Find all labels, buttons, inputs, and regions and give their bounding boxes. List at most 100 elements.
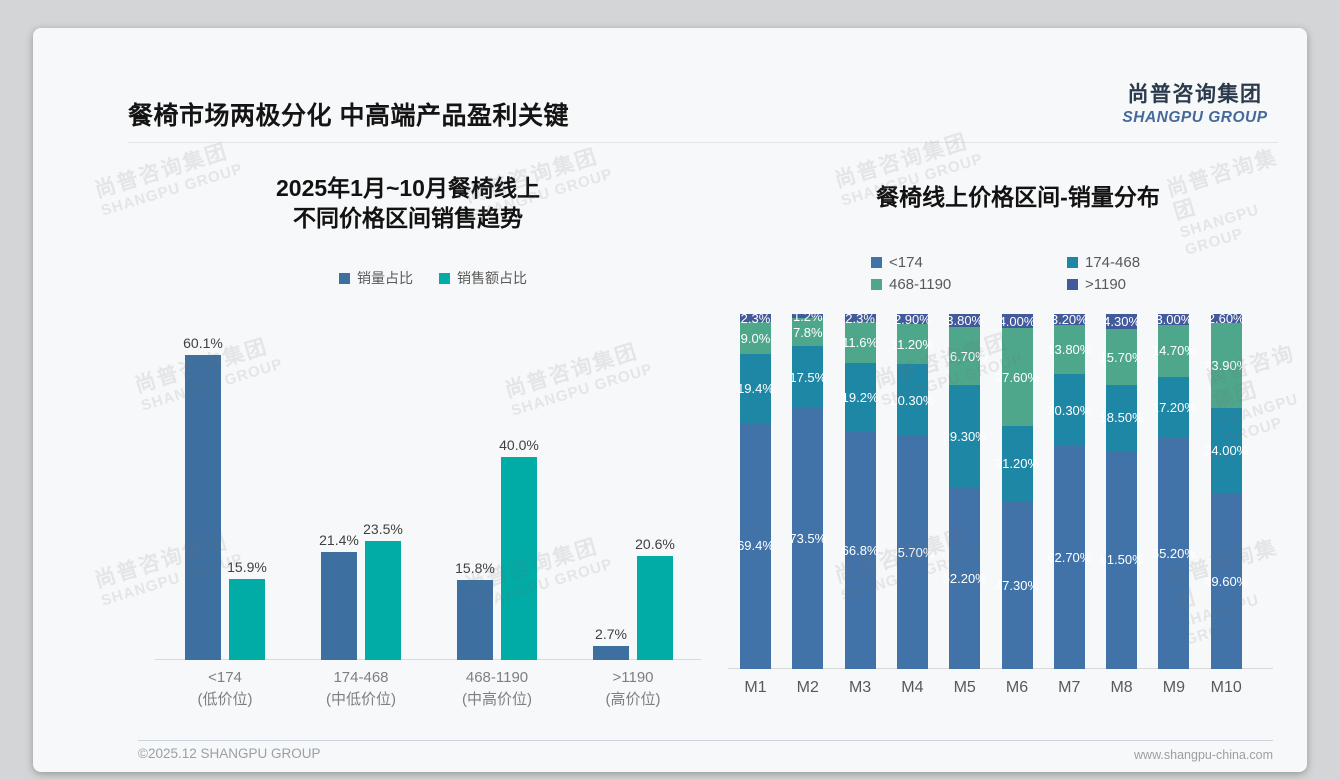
segment-<174-M10: 49.60% [1204,493,1248,669]
legend-item-<174: <174 [871,254,1067,271]
x-label-M5: M5 [953,679,976,696]
segment->1190-M1: 2.3% [740,311,771,326]
segment-174-468-M1: 19.4% [737,354,774,423]
x-label-M2: M2 [796,679,819,696]
x-label-174-468: 174-468 (中低价位) [296,667,426,711]
segment-468-1190-M9: 14.70% [1152,324,1196,377]
bar-销售额占比-468-1190 [501,457,537,660]
segment-value-<174-M4: 65.70% [890,545,935,560]
x-label-M8: M8 [1110,679,1133,696]
x-label-line: (中低价位) [326,690,396,708]
bar-value-销售额占比-468-1190: 40.0% [499,437,539,454]
segment-value-<174-M5: 52.20% [942,570,987,586]
segment-value-<174-M6: 47.30% [994,577,1040,593]
stacked-bar-M2: 73.5% 17.5% 7.8% 1.2% [789,309,827,669]
segment->1190-M4: 2.90% [893,311,931,327]
footer-website: www.shangpu-china.com [1134,748,1273,762]
bar-销量占比-<174 [185,355,221,660]
segment-value-468-1190-M5: 16.70% [942,348,987,364]
bar-value-销量占比-468-1190: 15.8% [455,559,495,576]
segment-174-468-M4: 20.30% [890,364,934,436]
x-label-line: 174-468 [333,669,389,686]
segment-<174-M9: 65.20% [1152,437,1196,669]
left-chart-plot: 60.1% 15.9% <174 (低价位) 21.4% 23.5% 174-468 (中低价… [155,335,701,708]
segment-<174-M7: 62.70% [1047,446,1091,669]
segment-value-<174-M1: 69.4% [737,538,774,554]
segment-174-468-M6: 21.20% [995,426,1039,502]
segment-174-468-M10: 24.00% [1204,408,1248,494]
bar-销售额占比->1190 [637,555,673,660]
segment-value-174-468-M3: 19.2% [841,390,879,406]
x-label-468-1190: 468-1190 (中高价位) [432,667,562,711]
segment-<174-M8: 61.50% [1100,450,1144,669]
legend-swatch-468-1190 [871,279,882,290]
bar-value-销售额占比-<174: 15.9% [227,559,267,576]
segment-468-1190-M2: 7.8% [792,318,824,346]
segment-value->1190-M8: 4.30% [1103,314,1141,330]
segment-value-174-468-M6: 21.20% [994,456,1040,472]
segment-<174-M3: 66.8% [842,431,879,669]
segment-value->1190-M10: 2.60% [1207,311,1245,327]
x-label-M10: M10 [1210,679,1242,696]
segment-468-1190-M6: 27.60% [995,328,1039,427]
segment-value-174-468-M9: 17.20% [1151,399,1196,415]
segment-468-1190-M4: 11.20% [891,324,934,365]
stacked-bar-M4: 65.70% 20.30% 11.20% 2.90% [890,311,934,669]
legend-item->1190: >1190 [1067,276,1140,293]
right-chart-title: 餐椅线上价格区间-销量分布 [876,184,1160,210]
legend-label-销量占比: 销量占比 [357,270,413,286]
x-label-M4: M4 [901,679,924,696]
segment-value->1190-M4: 2.90% [893,311,931,327]
legend-swatch-销售额占比 [439,272,450,284]
left-chart-title-line1: 2025年1月~10月餐椅线上 [276,175,540,201]
segment-value-<174-M2: 73.5% [789,531,827,547]
segment-value-174-468-M1: 19.4% [737,380,774,396]
left-chart-title-line2: 不同价格区间销售趋势 [293,204,523,231]
legend-label->1190: >1190 [1085,276,1127,293]
right-chart-legend: <174 174-468 468-1190 >1190 [871,254,1140,293]
x-label-M7: M7 [1058,679,1081,696]
segment-<174-M1: 69.4% [737,422,774,669]
segment-value-468-1190-M6: 27.60% [994,369,1040,385]
segment-174-468-M9: 17.20% [1152,376,1196,438]
segment-value->1190-M9: 3.00% [1155,311,1193,327]
x-label-line: (低价位) [197,690,253,708]
bar-销量占比-174-468 [321,551,357,660]
legend-item-174-468: 174-468 [1067,254,1140,271]
stacked-bar-M8: 61.50% 18.50% 15.70% 4.30% [1100,314,1144,669]
segment-value-468-1190-M8: 15.70% [1099,349,1144,365]
segment->1190-M9: 3.00% [1155,311,1193,327]
legend-label-销售额占比: 销售额占比 [457,270,527,286]
legend-label-174-468: 174-468 [1085,254,1141,271]
bar-销售额占比-174-468 [365,540,401,660]
stacked-bar-M7: 62.70% 20.30% 13.80% 3.20% [1047,312,1091,669]
segment-value-<174-M10: 49.60% [1204,573,1249,589]
segment-value-<174-M7: 62.70% [1047,550,1092,566]
bar-value-销售额占比->1190: 20.6% [635,535,675,552]
segment-value-174-468-M10: 24.00% [1204,443,1249,459]
segment-value-468-1190-M7: 13.80% [1047,342,1092,358]
segment-value->1190-M1: 2.3% [740,310,771,326]
segment-468-1190-M5: 16.70% [943,327,987,386]
bar-value-销量占比->1190: 2.7% [595,626,627,643]
segment-174-468-M2: 17.5% [789,345,826,409]
x-label-line: <174 [208,669,242,686]
segment-value-<174-M9: 65.20% [1151,545,1196,561]
x-label-M9: M9 [1162,679,1185,696]
segment-value->1190-M6: 4.00% [998,313,1036,329]
right-chart-plot: 69.4% 19.4% 9.0% 2.3% M1 73.5% 17.5% 7.8% 1.2% M2… [728,309,1273,696]
stacked-bar-M9: 65.20% 17.20% 14.70% 3.00% [1152,311,1196,669]
x-label-M1: M1 [744,679,767,696]
segment-value-468-1190-M10: 23.90% [1204,358,1249,374]
bar-销量占比-468-1190 [457,579,493,660]
segment-value-468-1190-M4: 11.20% [890,336,934,352]
segment->1190-M8: 4.30% [1103,314,1141,330]
segment-value->1190-M7: 3.20% [1050,312,1088,328]
segment-value->1190-M5: 3.80% [946,313,984,329]
logo-cn-text: 尚普咨询集团 [1127,83,1263,106]
segment-<174-M5: 52.20% [943,487,987,669]
left-chart-legend: 销量占比 销售额占比 [263,268,603,288]
segment->1190-M3: 2.3% [844,311,876,326]
segment-174-468-M3: 19.2% [841,363,879,432]
